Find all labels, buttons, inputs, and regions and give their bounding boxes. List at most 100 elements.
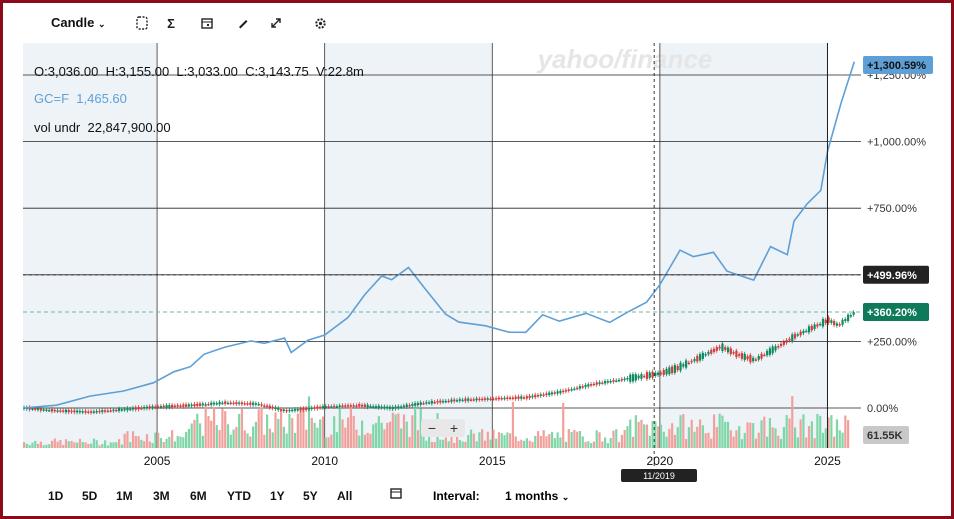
zoom-out-button[interactable]: − — [427, 420, 437, 436]
vol-value: 22,847,900.00 — [87, 120, 171, 135]
volume-bar — [115, 442, 118, 448]
volume-bar — [609, 438, 612, 448]
range-6m-button[interactable]: 6M — [190, 489, 207, 503]
volume-bar — [299, 410, 302, 448]
volume-bar — [707, 432, 710, 448]
indicators-icon[interactable]: Σ — [167, 15, 175, 31]
volume-bar — [252, 426, 255, 448]
range-all-button[interactable]: All — [337, 489, 353, 503]
date-range-calendar-icon[interactable] — [390, 487, 402, 502]
candle-body — [696, 355, 699, 362]
volume-bar — [162, 442, 165, 448]
volume-bar — [528, 440, 531, 448]
volume-bar — [743, 432, 746, 448]
candle-body — [503, 397, 506, 400]
volume-value-badge: 61.55K — [863, 426, 909, 444]
compare-icon[interactable] — [131, 13, 153, 33]
volume-bar — [307, 396, 311, 448]
candle-body — [307, 407, 311, 410]
volume-bar — [380, 422, 383, 448]
draw-pencil-icon[interactable] — [232, 13, 254, 33]
volume-bar — [321, 416, 325, 448]
candle-body — [458, 399, 461, 401]
volume-bar — [405, 421, 408, 448]
candle-body — [481, 398, 484, 401]
calendar-icon[interactable] — [196, 13, 218, 33]
candle-body — [333, 405, 336, 408]
chart-type-label: Candle — [51, 15, 95, 30]
volume-bar — [461, 441, 464, 448]
candle-body — [168, 405, 171, 408]
candle-body — [90, 411, 93, 413]
volume-bar — [629, 419, 632, 448]
expand-icon[interactable] — [265, 13, 287, 33]
candle-body — [810, 325, 813, 331]
volume-bar — [657, 426, 660, 448]
candle-body — [682, 364, 685, 367]
volume-bar — [779, 438, 783, 448]
chart-type-dropdown[interactable]: Candle ⌄ — [51, 15, 106, 30]
volume-bar — [623, 429, 626, 448]
range-1m-button[interactable]: 1M — [116, 489, 133, 503]
candle-body — [257, 403, 260, 406]
candle-body — [447, 400, 450, 403]
zoom-in-button[interactable]: + — [449, 420, 459, 436]
candle-body — [377, 405, 380, 409]
candle-body — [629, 374, 632, 382]
open-value: 3,036.00 — [47, 64, 99, 79]
volume-bar — [433, 441, 436, 448]
volume-bar — [738, 426, 741, 448]
candle-body — [833, 320, 836, 326]
candle-body — [131, 407, 135, 410]
volume-bar — [95, 440, 98, 448]
range-5d-button[interactable]: 5D — [82, 489, 98, 503]
range-ytd-button[interactable]: YTD — [227, 489, 251, 503]
candle-body — [187, 404, 191, 407]
candle-body — [212, 402, 216, 405]
candle-body — [442, 400, 445, 403]
candle-body — [291, 409, 294, 412]
settings-gear-icon[interactable] — [309, 13, 331, 33]
comparison-legend[interactable]: GC=F 1,465.60 — [34, 91, 127, 106]
candle-body — [425, 402, 428, 404]
volume-bar — [204, 406, 207, 448]
candle-body — [578, 386, 582, 389]
candle-body — [190, 404, 193, 407]
volume-bar — [648, 435, 651, 448]
volume-bar — [109, 442, 112, 448]
candle-body — [143, 406, 146, 409]
candle-body — [162, 405, 165, 408]
high-value: 3,155.00 — [118, 64, 170, 79]
price-chart[interactable]: yahoo/finance0.00%+250.00%+500.00%+750.0… — [3, 3, 951, 483]
candle-body — [821, 319, 825, 327]
volume-bar — [690, 419, 693, 448]
volume-bar — [497, 432, 501, 448]
x-tick-label: 2015 — [479, 454, 506, 468]
volume-bar — [685, 438, 688, 448]
candle-body — [76, 410, 79, 413]
volume-bar — [333, 416, 336, 448]
volume-bar — [799, 419, 802, 448]
candle-body — [78, 410, 82, 413]
interval-dropdown[interactable]: 1 months ⌄ — [505, 489, 569, 503]
volume-bar — [126, 431, 129, 448]
candle-body — [120, 409, 123, 411]
time-band-0 — [23, 43, 158, 448]
range-1y-button[interactable]: 1Y — [270, 489, 285, 503]
candle-body — [123, 408, 126, 411]
volume-bar — [316, 427, 319, 448]
volume-bar — [411, 415, 414, 448]
range-1d-button[interactable]: 1D — [48, 489, 64, 503]
candle-body — [721, 343, 724, 352]
candle-body — [461, 399, 464, 402]
volume-bar — [98, 445, 101, 448]
candle-body — [148, 406, 151, 409]
candle-body — [215, 403, 218, 405]
candle-body — [640, 374, 643, 379]
volume-bar — [726, 421, 730, 448]
candle-body — [587, 384, 590, 387]
range-5y-button[interactable]: 5Y — [303, 489, 318, 503]
volume-bar — [428, 434, 431, 448]
candle-body — [104, 410, 107, 412]
range-3m-button[interactable]: 3M — [153, 489, 170, 503]
